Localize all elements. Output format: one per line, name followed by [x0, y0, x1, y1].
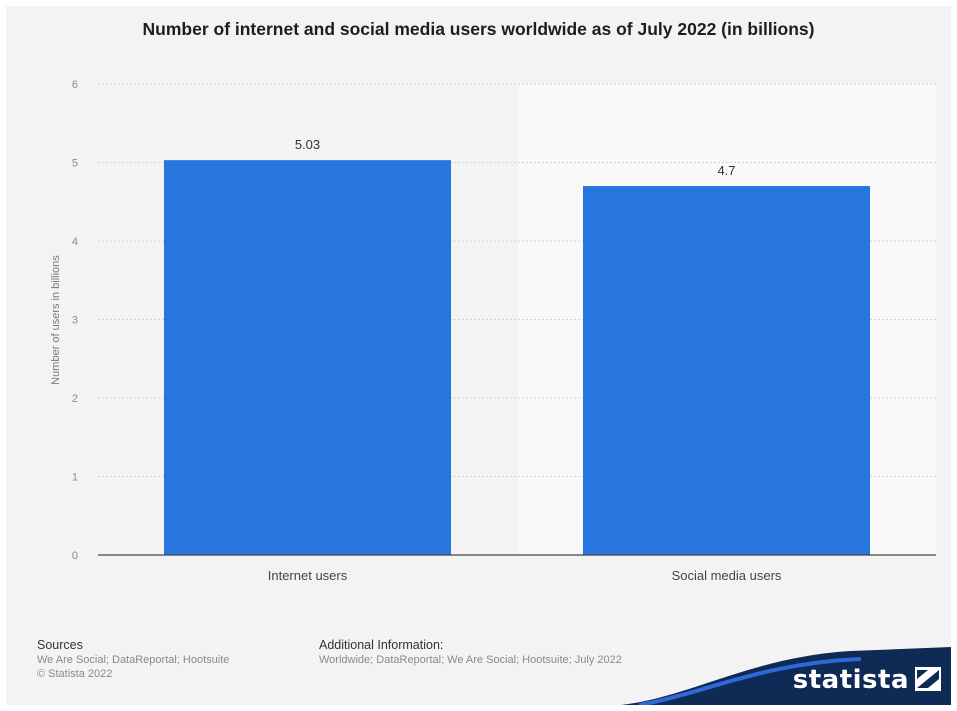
y-tick-label: 5: [72, 158, 78, 170]
bar-social-media-users[interactable]: [582, 186, 871, 556]
additional-info-heading: Additional Information:: [319, 638, 444, 652]
bars: [163, 160, 871, 556]
sources-text: We Are Social; DataReportal; Hootsuite: [37, 654, 230, 666]
chart-title: Number of internet and social media user…: [142, 19, 815, 39]
sources-block: Sources We Are Social; DataReportal; Hoo…: [37, 638, 229, 681]
y-axis-ticks: 0 1 2 3 4 5 6: [72, 79, 78, 562]
y-tick-label: 4: [72, 236, 78, 248]
logo-text: statista: [792, 665, 909, 695]
statista-logo-icon: [915, 667, 941, 691]
additional-info-text: Worldwide; DataReportal; We Are Social; …: [319, 654, 622, 666]
additional-info-block: Additional Information: Worldwide; DataR…: [319, 638, 622, 667]
x-tick-label: Internet users: [268, 568, 348, 583]
y-tick-label: 3: [72, 315, 78, 327]
copyright-text: © Statista 2022: [37, 668, 113, 680]
y-tick-label: 6: [72, 79, 78, 91]
statista-logo: statista: [621, 647, 951, 705]
data-label: 5.03: [295, 137, 320, 152]
x-axis-ticks: Internet users Social media users: [268, 568, 782, 583]
y-tick-label: 0: [72, 550, 78, 562]
bar-internet-users[interactable]: [163, 160, 452, 555]
y-tick-label: 2: [72, 393, 78, 405]
y-axis-label: Number of users in billions: [50, 255, 62, 385]
data-labels: 5.03 4.7: [295, 137, 736, 178]
y-tick-label: 1: [72, 472, 78, 484]
sources-heading: Sources: [37, 638, 83, 652]
x-tick-label: Social media users: [672, 568, 782, 583]
logo-swoosh: [621, 647, 951, 705]
data-label: 4.7: [717, 163, 735, 178]
